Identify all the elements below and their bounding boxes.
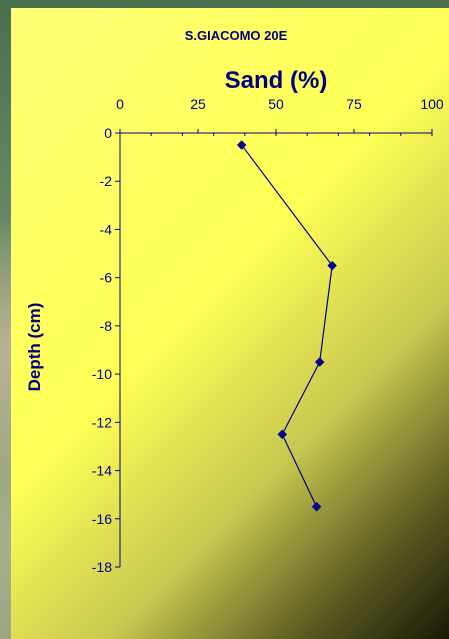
data-point (327, 260, 338, 271)
y-tick-label: -14 (92, 463, 112, 479)
x-tick-label: 100 (420, 96, 444, 112)
series-line (241, 144, 333, 507)
y-tick-label: -8 (100, 318, 113, 334)
y-tick-label: -12 (92, 414, 112, 430)
y-tick-label: -6 (100, 270, 113, 286)
y-tick-label: -18 (92, 559, 112, 575)
y-tick-label: 0 (104, 125, 112, 141)
x-tick-label: 75 (346, 96, 362, 112)
chart-panel (11, 8, 449, 639)
data-point (236, 140, 247, 150)
y-tick-label: -10 (92, 366, 112, 382)
y-axis-label: Depth (cm) (25, 303, 44, 392)
y-tick-label: -2 (100, 173, 113, 189)
y-tick-label: -16 (92, 511, 112, 527)
x-tick-label: 25 (190, 96, 206, 112)
x-tick-label: 0 (116, 96, 124, 112)
data-point (311, 501, 322, 512)
x-tick-label: 50 (268, 96, 284, 112)
chart-title: S.GIACOMO 20E (185, 28, 288, 43)
y-tick-label: -4 (100, 221, 113, 237)
data-point (277, 429, 288, 440)
x-axis-label: Sand (%) (225, 67, 328, 94)
data-point (314, 357, 325, 367)
